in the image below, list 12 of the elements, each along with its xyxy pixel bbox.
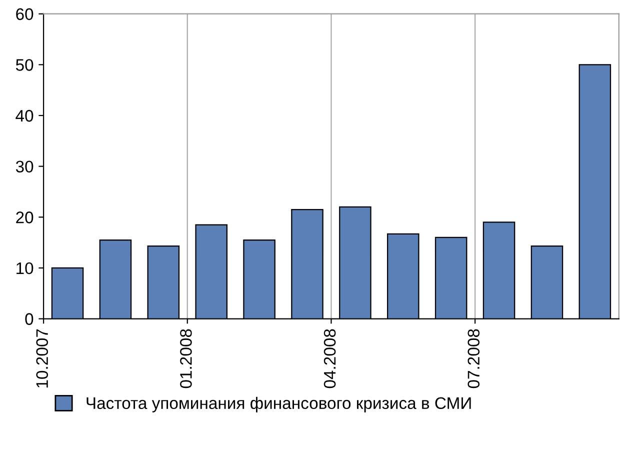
x-tick-label: 07.2008 — [468, 329, 480, 388]
y-tick-label: 20 — [16, 212, 34, 224]
legend-label: Частота упоминания финансового кризиса в СМИ — [86, 396, 471, 412]
y-tick-label: 0 — [25, 313, 34, 325]
x-tick-label: 04.2008 — [324, 329, 336, 388]
y-tick-label: 40 — [16, 110, 34, 122]
x-tick-label: 01.2008 — [180, 329, 192, 388]
y-tick-label: 60 — [16, 8, 34, 20]
y-tick-label: 10 — [16, 262, 34, 274]
x-tick-label: 10.2007 — [36, 329, 48, 388]
y-tick-label: 30 — [16, 160, 34, 173]
y-tick-label: 50 — [16, 59, 34, 71]
